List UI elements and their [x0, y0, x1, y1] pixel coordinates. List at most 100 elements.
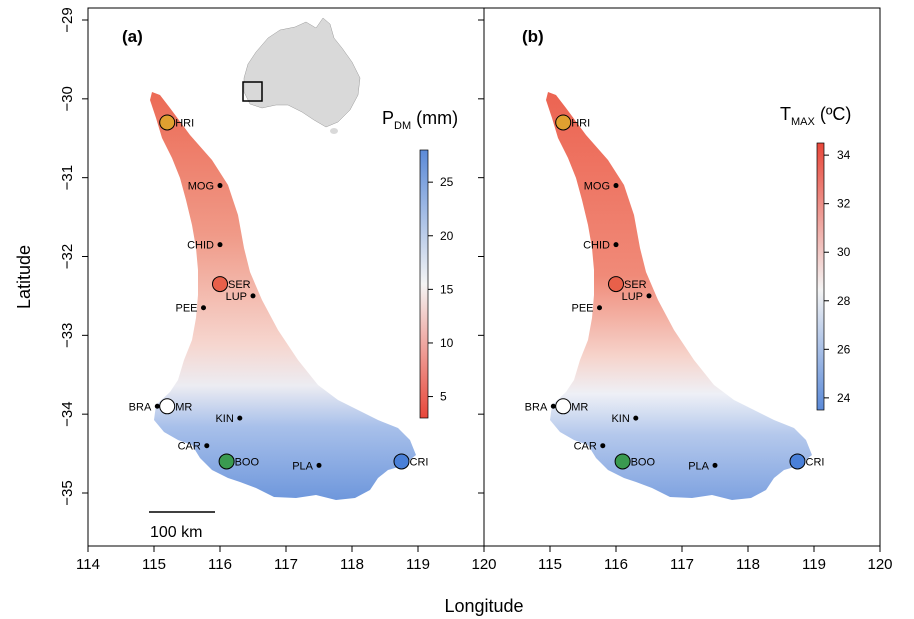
colorbar-tick-label: 25 — [440, 175, 454, 189]
colorbar-tick-label: 28 — [837, 294, 851, 308]
inset-study-area-box — [242, 81, 263, 102]
panel-a-label: (a) — [122, 27, 143, 46]
y-tick-label: −35 — [59, 480, 76, 505]
x-tick-label: 114 — [76, 556, 100, 573]
colorbar-a-title: PDM (mm) — [382, 108, 458, 132]
site-marker-cri — [393, 453, 410, 470]
panel-b-region-map — [546, 92, 812, 500]
site-label-mog: MOG — [188, 181, 214, 193]
colorbar-tick-label: 5 — [440, 390, 447, 404]
x-tick-label: 119 — [802, 556, 826, 573]
x-tick-label: 117 — [274, 556, 298, 573]
site-label-car: CAR — [574, 441, 597, 453]
x-axis-title: Longitude — [444, 596, 523, 616]
colorbar-b-bar — [816, 142, 825, 411]
tasmania-shape — [330, 128, 338, 134]
site-marker-hri — [555, 114, 572, 131]
scale-bar-label: 100 km — [150, 524, 202, 541]
site-dot-car — [600, 443, 606, 449]
site-dot-pla — [316, 462, 322, 468]
y-tick-label: −33 — [59, 323, 76, 348]
y-tick-label: −30 — [59, 86, 76, 111]
site-label-hri: HRI — [571, 117, 590, 129]
x-tick-label: 115 — [538, 556, 562, 573]
y-axis-title: Latitude — [14, 245, 34, 309]
site-label-ser: SER — [624, 279, 647, 291]
colorbar-tick-label: 34 — [837, 148, 851, 162]
site-dot-lup — [250, 293, 256, 299]
site-label-lup: LUP — [226, 291, 247, 303]
site-label-cri: CRI — [806, 456, 825, 468]
y-tick-label: −32 — [59, 244, 76, 269]
site-label-pla: PLA — [292, 460, 313, 472]
site-dot-bra — [154, 403, 160, 409]
colorbar-b: TMAX (ºC) 24 26 28 30 32 34 — [780, 104, 851, 411]
site-dot-pee — [201, 305, 206, 311]
site-marker-boo — [218, 453, 235, 470]
site-dot-kin — [237, 415, 243, 421]
colorbar-tick-label: 10 — [440, 336, 454, 350]
colorbar-tick-label: 15 — [440, 282, 454, 296]
site-dot-pee — [597, 305, 602, 311]
site-marker-mr — [555, 398, 572, 415]
site-label-mog: MOG — [584, 181, 610, 193]
site-dot-kin — [633, 415, 639, 421]
site-marker-mr — [159, 398, 176, 415]
x-tick-label: 116 — [604, 556, 628, 573]
x-tick-label: 117 — [670, 556, 694, 573]
y-axis: −29 −30 −31 −32 −33 −34 −35 — [59, 7, 88, 506]
y-tick-label: −31 — [59, 165, 76, 190]
site-label-boo: BOO — [235, 456, 260, 468]
y-tick-label: −29 — [59, 7, 76, 32]
site-dot-chid — [217, 242, 223, 248]
site-label-car: CAR — [178, 441, 201, 453]
panel-a-region-map — [150, 92, 416, 500]
site-dot-bra — [550, 403, 556, 409]
site-label-pee: PEE — [175, 303, 197, 315]
x-tick-label: 116 — [208, 556, 232, 573]
site-label-kin: KIN — [611, 413, 629, 425]
site-label-ser: SER — [228, 279, 251, 291]
colorbar-tick-label: 20 — [440, 229, 454, 243]
site-label-mr: MR — [571, 401, 588, 413]
x-axis: 114 115 116 117 118 119 120 115 116 117 118 119 120 — [76, 546, 893, 573]
site-dot-car — [204, 443, 210, 449]
site-label-boo: BOO — [631, 456, 656, 468]
x-tick-label: 120 — [867, 556, 892, 573]
colorbar-a-bar — [419, 149, 429, 419]
site-dot-mog — [613, 183, 619, 189]
site-marker-hri — [159, 114, 176, 131]
panel-b-label: (b) — [522, 27, 544, 46]
site-label-bra: BRA — [129, 401, 152, 413]
site-label-pla: PLA — [688, 460, 709, 472]
australia-inset-map — [242, 17, 361, 134]
site-label-kin: KIN — [215, 413, 233, 425]
australia-shape — [243, 17, 361, 128]
site-label-lup: LUP — [622, 291, 643, 303]
x-tick-label: 118 — [340, 556, 364, 573]
site-label-mr: MR — [175, 401, 192, 413]
colorbar-b-title: TMAX (ºC) — [780, 104, 851, 128]
site-dot-chid — [613, 242, 619, 248]
site-label-hri: HRI — [175, 117, 194, 129]
colorbar-tick-label: 32 — [837, 197, 851, 211]
x-tick-label: 115 — [142, 556, 166, 573]
site-label-bra: BRA — [525, 401, 548, 413]
site-marker-ser — [212, 276, 228, 293]
y-tick-label: −34 — [59, 401, 76, 426]
y-axis-inner — [478, 19, 484, 494]
x-tick-label: 120 — [471, 556, 496, 573]
site-dot-lup — [646, 293, 652, 299]
colorbar-tick-label: 30 — [837, 245, 851, 259]
site-dot-pla — [712, 462, 718, 468]
panel-b: (b) TMAX (ºC) 24 26 28 30 32 34 HRI MOG CHID SER… — [483, 7, 881, 547]
site-label-chid: CHID — [187, 240, 214, 252]
site-marker-boo — [614, 453, 631, 470]
site-label-chid: CHID — [583, 240, 610, 252]
x-tick-label: 119 — [406, 556, 430, 573]
x-tick-label: 118 — [736, 556, 760, 573]
site-dot-mog — [217, 183, 223, 189]
